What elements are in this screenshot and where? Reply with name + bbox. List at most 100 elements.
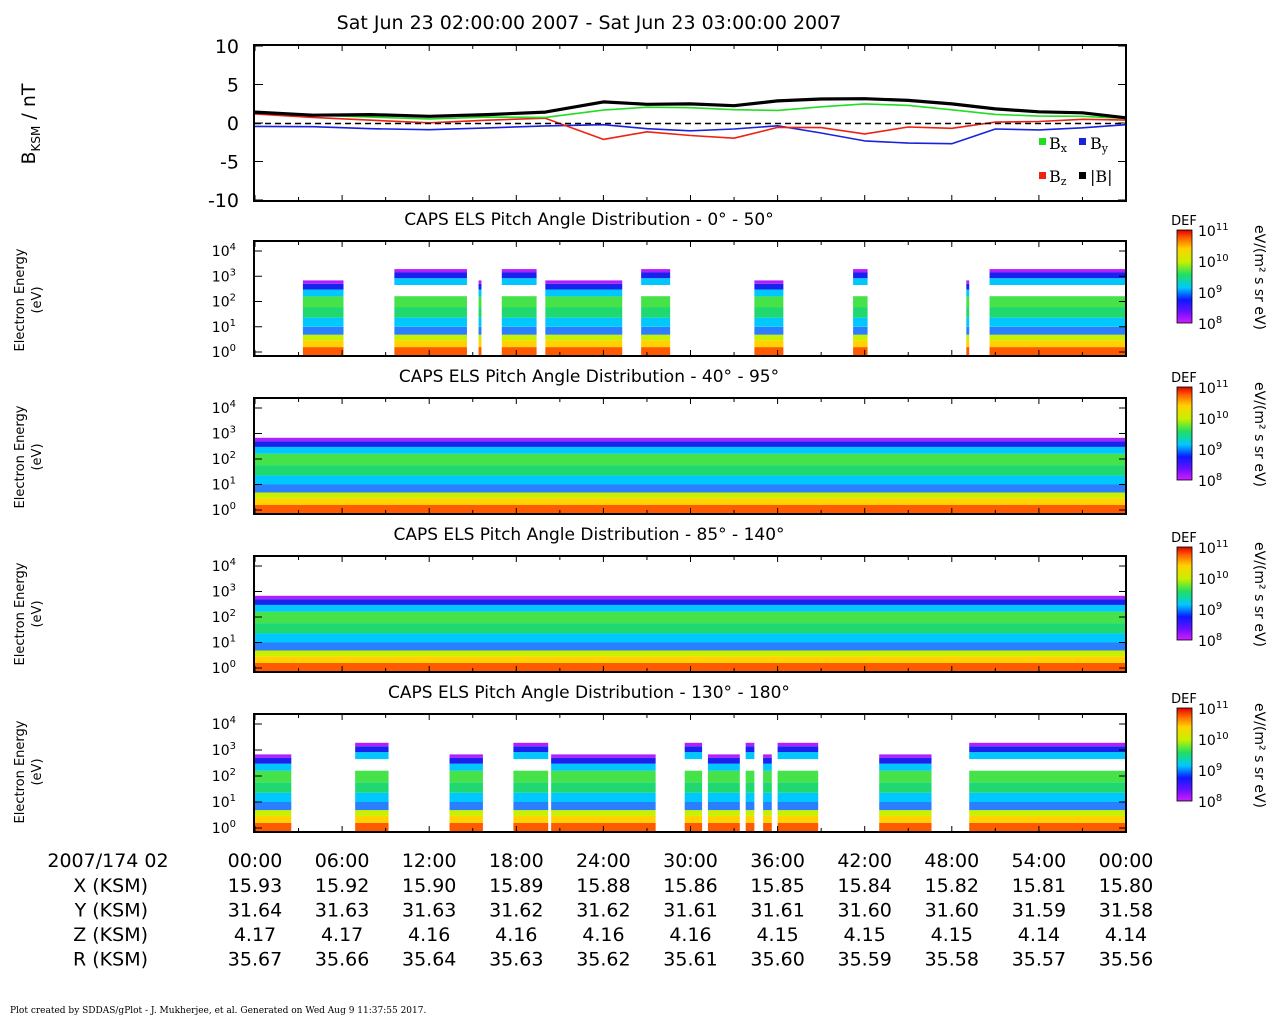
ephem-value: 31.60 (925, 900, 979, 922)
panel-ylabel: Electron Energy (eV) (13, 248, 45, 351)
colorbar-tick-label: 1011 (1198, 222, 1229, 240)
colorbar-tick-label: 108 (1198, 315, 1222, 333)
spectrogram-band (707, 802, 740, 811)
spectrogram-band (501, 278, 537, 285)
spectrogram-band (763, 763, 772, 771)
spectrogram-band (966, 307, 970, 318)
spectrogram-band (513, 742, 549, 747)
spectrogram-band (989, 317, 1127, 327)
spectrogram-band (966, 326, 970, 335)
spectrogram-band (853, 269, 868, 273)
spectrogram-band (355, 810, 389, 816)
spectrogram-band (969, 815, 1127, 823)
spectrogram-band (684, 802, 703, 811)
spectrogram-band (545, 334, 623, 341)
y-tick-label: 103 (212, 425, 236, 443)
spectrogram-band (394, 326, 467, 335)
spectrogram-band (513, 752, 549, 760)
mag-y-ticks: 10 5 0 -5 -10 (208, 36, 1126, 212)
mag-line-bx (254, 103, 1127, 120)
spectrogram-band (641, 296, 671, 308)
spectrogram-band (879, 757, 932, 764)
spectrogram-band (255, 642, 1126, 651)
spectrogram-band (754, 280, 784, 284)
spectrogram-band (255, 453, 1126, 466)
ephem-time: 06:00 (315, 850, 370, 872)
colorbar-gradient (1176, 546, 1193, 641)
spectrogram-band (545, 289, 623, 297)
spectrogram-band (745, 752, 755, 760)
spectrogram-band (853, 272, 868, 279)
spectrogram-band (989, 269, 1127, 273)
spectrogram-band (989, 307, 1127, 318)
spectrogram-band (745, 770, 755, 783)
spectrogram-band (966, 317, 970, 327)
colorbar-tick-label: 1011 (1198, 379, 1229, 397)
ephem-time: 00:00 (228, 850, 283, 872)
spectrogram-band (777, 752, 819, 760)
spectrogram-band (255, 656, 1126, 663)
spectrogram-panel-1: CAPS ELS Pitch Angle Distribution - 0° -… (13, 210, 1267, 361)
spectrogram-band (394, 307, 467, 318)
ephem-time: 36:00 (750, 850, 805, 872)
spectrogram-band (853, 334, 868, 341)
spectrogram-data (255, 742, 1127, 831)
ephem-value: 4.15 (756, 924, 798, 946)
spectrogram-band (989, 272, 1127, 279)
panel-ylabel: Electron Energy (eV) (13, 562, 45, 665)
spectrogram-band (501, 334, 537, 341)
colorbar-tick-label: 1011 (1198, 539, 1229, 557)
spectrogram-band (853, 278, 868, 285)
y-tick-label: 102 (212, 767, 236, 785)
spectrogram-band (394, 334, 467, 341)
spectrogram-band (754, 307, 784, 318)
ephem-value: 15.93 (228, 875, 282, 897)
spectrogram-band (551, 792, 656, 802)
spectrogram-band (551, 770, 656, 783)
spectrogram-band (513, 810, 549, 816)
ephem-value: 31.62 (576, 900, 630, 922)
spectrogram-band (355, 746, 389, 753)
spectrogram-band (545, 326, 623, 335)
spectrogram-band (255, 770, 292, 783)
legend-swatch-bmag (1079, 172, 1086, 179)
spectrogram-band (513, 802, 549, 811)
ephem-value: 35.61 (663, 949, 717, 971)
spectrogram-band (966, 340, 970, 348)
spectrogram-band (989, 326, 1127, 335)
spectrogram-panel-4: CAPS ELS Pitch Angle Distribution - 130°… (13, 683, 1267, 837)
spectrogram-band (745, 792, 755, 802)
ephem-value: 15.90 (402, 875, 456, 897)
y-tick-label: 104 (212, 557, 236, 575)
colorbar-tick-label: 108 (1198, 793, 1222, 811)
spectrogram-band (255, 604, 1126, 612)
spectrogram-band (255, 810, 292, 816)
colorbar-tick-label: 109 (1198, 601, 1222, 619)
spectrogram-band (255, 599, 1126, 605)
spectrogram-band (969, 810, 1127, 816)
y-tick-label: 101 (212, 634, 236, 652)
spectrogram-band (641, 272, 671, 279)
spectrogram-band (754, 347, 784, 355)
spectrogram-band (879, 782, 932, 793)
spectrogram-band (763, 770, 772, 783)
spectrogram-band (707, 815, 740, 823)
spectrogram-band (763, 757, 772, 764)
spectrogram-band (394, 272, 467, 279)
mag-legend: Bx By Bz |B| (1039, 134, 1113, 188)
spectrogram-band (777, 822, 819, 831)
spectrogram-band (255, 498, 1126, 505)
spectrogram-panels: CAPS ELS Pitch Angle Distribution - 0° -… (13, 210, 1267, 837)
spectrogram-band (969, 770, 1127, 783)
spectrogram-band (879, 754, 932, 758)
ephem-value: 31.63 (315, 900, 369, 922)
ephem-value: 35.64 (402, 949, 456, 971)
ephem-value: 31.63 (402, 900, 456, 922)
spectrogram-band (545, 317, 623, 327)
spectrogram-band (449, 770, 483, 783)
ephem-value: 15.88 (576, 875, 630, 897)
colorbar-tick-label: 108 (1198, 632, 1222, 650)
spectrogram-band (969, 782, 1127, 793)
spectrogram-band (966, 289, 970, 297)
